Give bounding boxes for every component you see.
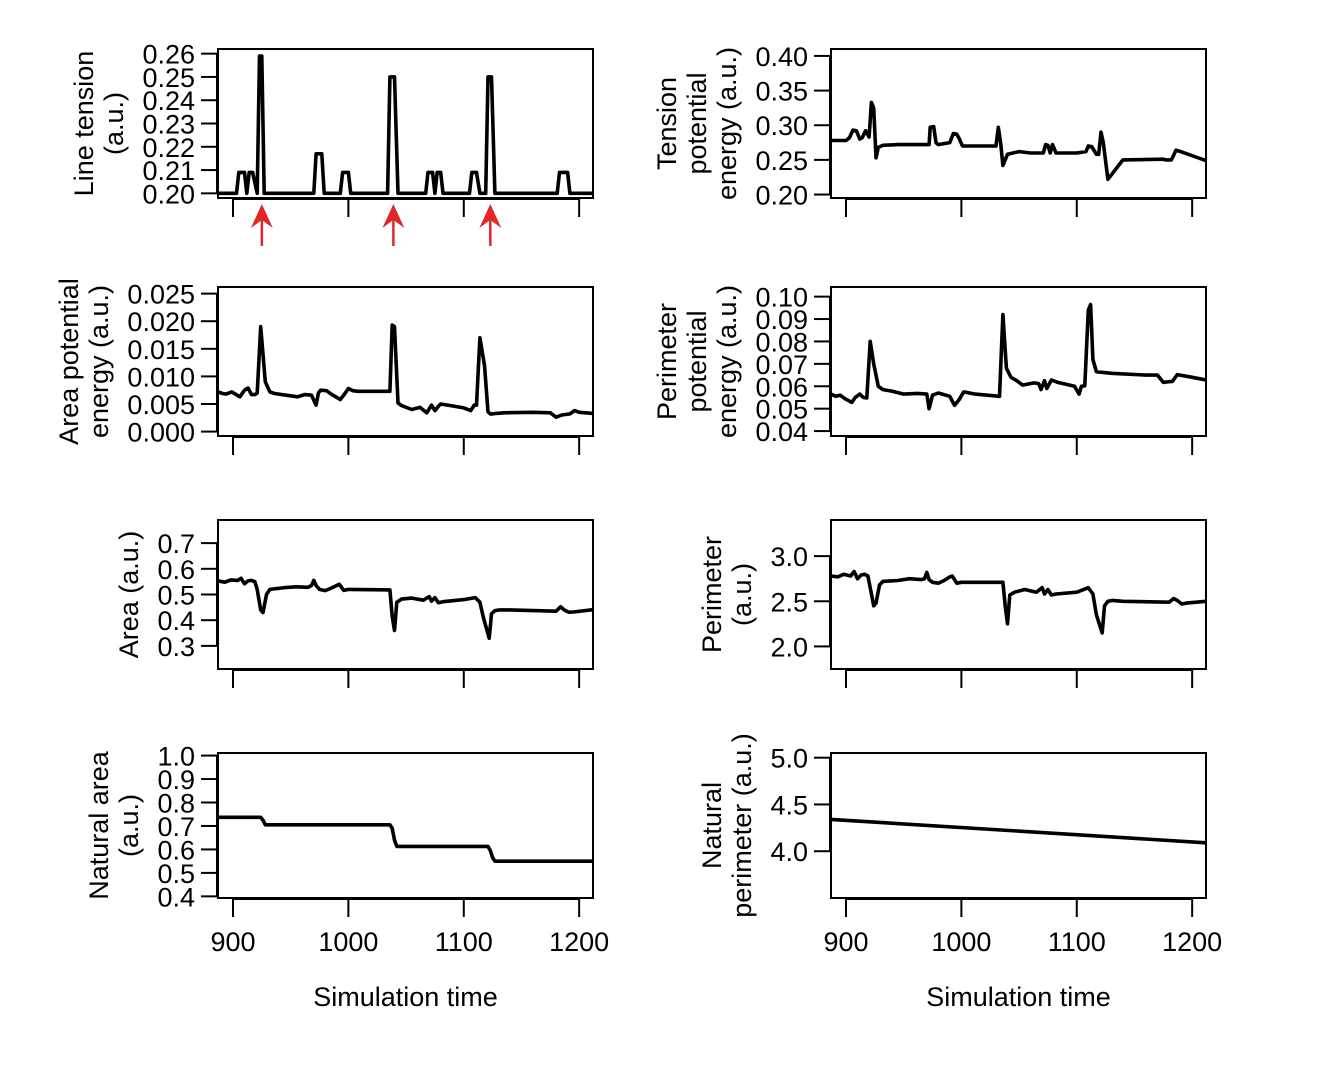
- x-tick-label: 1100: [435, 927, 493, 957]
- y-axis-title: potential: [682, 310, 712, 412]
- y-axis-title: perimeter (a.u.): [727, 733, 757, 918]
- red-arrow-annotation: [382, 204, 405, 246]
- x-tick-label: 1100: [1048, 927, 1106, 957]
- y-tick-label: 0.24: [142, 86, 195, 116]
- panel-perimeter-potential-energy: 0.040.050.060.070.080.090.10 Perimeter pot…: [652, 283, 1207, 455]
- y-axis-title: energy (a.u.): [712, 285, 742, 438]
- panel-natural-area: 0.40.50.60.70.80.91.0 900 1000 1100 1200 Simu…: [84, 742, 609, 1012]
- series-line-perimeter-potential-energy: [831, 302, 1206, 411]
- y-tick-label: 0.4: [157, 882, 195, 912]
- series-line-natural-perimeter: [831, 817, 1206, 845]
- y-tick-label: 0.9: [157, 765, 195, 795]
- plot-frame: [830, 48, 1207, 199]
- y-tick-label: 0.6: [157, 835, 195, 865]
- y-tick-label: 0.22: [142, 133, 195, 163]
- y-tick-label: 2.5: [770, 587, 808, 617]
- x-tick-label: 900: [823, 927, 868, 957]
- x-axis-title: Simulation time: [926, 982, 1111, 1012]
- y-tick-label: 0.20: [142, 179, 195, 209]
- plot-frame: [830, 752, 1207, 899]
- y-axis-title: Natural: [697, 782, 727, 869]
- arrow-up-icon: [479, 204, 502, 228]
- y-tick-label: 3.0: [770, 542, 808, 572]
- x-tick-label: 900: [210, 927, 255, 957]
- plot-frame: [830, 519, 1207, 670]
- y-tick-label: 1.0: [157, 742, 195, 772]
- x-tick-label: 1000: [931, 927, 991, 957]
- y-tick-label: 0.005: [127, 390, 195, 420]
- y-tick-label: 0.40: [755, 42, 808, 72]
- y-tick-label: 4.0: [770, 837, 808, 867]
- red-arrow-annotation: [479, 204, 502, 246]
- y-tick-label: 0.07: [755, 350, 808, 380]
- y-tick-label: 0.025: [127, 280, 195, 310]
- y-tick-label: 0.09: [755, 305, 808, 335]
- plot-frame: [217, 519, 594, 670]
- y-tick-label: 0.10: [755, 283, 808, 313]
- y-tick-label: 0.06: [755, 372, 808, 402]
- y-axis-title: (a.u.): [99, 92, 129, 155]
- y-tick-label: 0.5: [157, 859, 195, 889]
- y-axis-title: Line tension: [69, 51, 99, 197]
- panel-line-tension: 0.200.210.220.230.240.250.26 Line tension…: [69, 40, 594, 246]
- y-tick-label: 0.5: [157, 581, 195, 611]
- y-axis-title: energy (a.u.): [84, 285, 114, 438]
- y-tick-label: 0.20: [755, 181, 808, 211]
- y-tick-label: 0.4: [157, 606, 195, 636]
- y-tick-label: 0.6: [157, 555, 195, 585]
- x-axis-title: Simulation time: [313, 982, 498, 1012]
- x-tick-label: 1000: [318, 927, 378, 957]
- series-line-area-potential-energy: [218, 323, 593, 420]
- y-tick-label: 0.04: [755, 417, 808, 447]
- y-axis-title: Perimeter: [697, 536, 727, 653]
- x-tick-label: 1200: [549, 927, 609, 957]
- y-tick-label: 0.7: [157, 529, 195, 559]
- y-tick-label: 0.25: [755, 146, 808, 176]
- y-tick-label: 0.26: [142, 40, 195, 70]
- y-tick-label: 5.0: [770, 744, 808, 774]
- y-tick-label: 0.21: [142, 156, 195, 186]
- y-tick-label: 0.000: [127, 418, 195, 448]
- y-tick-label: 0.8: [157, 789, 195, 819]
- panel-area: 0.30.40.50.60.7 Area (a.u.): [114, 519, 594, 688]
- plot-frame: [830, 286, 1207, 437]
- panel-natural-perimeter: 4.0 4.5 5.0 900 1000 1100 1200 Simulation time N…: [697, 733, 1222, 1012]
- y-tick-label: 0.23: [142, 110, 195, 140]
- series-line-line-tension: [218, 54, 593, 196]
- series-line-tension-potential-energy: [831, 100, 1206, 182]
- y-tick-label: 0.35: [755, 77, 808, 107]
- panel-tension-potential-energy: 0.20 0.25 0.30 0.35 0.40 Tension potential ener…: [652, 42, 1207, 217]
- series-line-area: [218, 576, 593, 641]
- y-axis-title: potential: [682, 72, 712, 174]
- y-axis-title: Area potential: [54, 278, 84, 445]
- y-axis-title: (a.u.): [727, 563, 757, 626]
- y-tick-label: 0.015: [127, 335, 195, 365]
- x-tick-label: 1200: [1162, 927, 1222, 957]
- y-axis-title: energy (a.u.): [712, 47, 742, 200]
- arrow-up-icon: [250, 204, 273, 228]
- arrow-up-icon: [382, 204, 405, 228]
- plot-frame: [217, 48, 594, 199]
- y-tick-label: 0.7: [157, 812, 195, 842]
- y-axis-title: Tension: [652, 77, 682, 170]
- y-tick-label: 0.08: [755, 327, 808, 357]
- y-tick-label: 4.5: [770, 790, 808, 820]
- y-tick-label: 0.3: [157, 632, 195, 662]
- y-tick-label: 2.0: [770, 632, 808, 662]
- y-tick-label: 0.25: [142, 63, 195, 93]
- y-axis-title: Perimeter: [652, 303, 682, 420]
- y-axis-title: (a.u.): [114, 794, 144, 857]
- y-tick-label: 0.05: [755, 395, 808, 425]
- panel-perimeter: 2.0 2.5 3.0 Perimeter (a.u.): [697, 519, 1207, 688]
- series-line-perimeter: [831, 569, 1206, 635]
- y-axis-title: Area (a.u.): [114, 531, 144, 659]
- y-tick-label: 0.30: [755, 111, 808, 141]
- series-line-natural-area: [218, 815, 593, 864]
- y-axis-title: Natural area: [84, 750, 114, 900]
- y-tick-label: 0.010: [127, 362, 195, 392]
- y-tick-label: 0.020: [127, 307, 195, 337]
- red-arrow-annotation: [250, 204, 273, 246]
